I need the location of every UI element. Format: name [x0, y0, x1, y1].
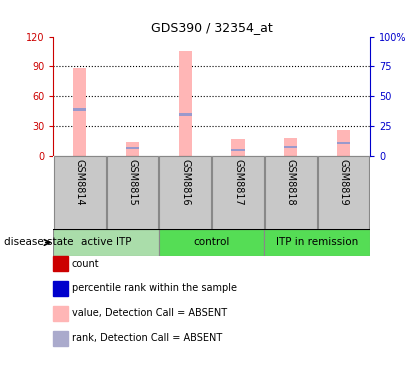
Bar	[337, 142, 350, 143]
Bar	[179, 52, 192, 156]
Text: GSM8818: GSM8818	[286, 159, 296, 206]
Bar	[337, 130, 350, 156]
FancyBboxPatch shape	[265, 156, 316, 229]
Title: GDS390 / 32354_at: GDS390 / 32354_at	[151, 21, 272, 34]
Bar	[126, 147, 139, 149]
FancyBboxPatch shape	[54, 156, 106, 229]
Bar	[179, 113, 192, 116]
Text: control: control	[194, 238, 230, 247]
Text: ITP in remission: ITP in remission	[276, 238, 358, 247]
Text: GSM8819: GSM8819	[339, 159, 349, 206]
Text: GSM8815: GSM8815	[127, 159, 138, 206]
Bar	[231, 139, 245, 156]
Bar	[159, 229, 264, 256]
Text: value, Detection Call = ABSENT: value, Detection Call = ABSENT	[72, 308, 227, 318]
FancyBboxPatch shape	[159, 156, 211, 229]
Text: rank, Detection Call = ABSENT: rank, Detection Call = ABSENT	[72, 333, 222, 343]
Text: count: count	[72, 258, 99, 269]
Bar	[231, 149, 245, 150]
Bar	[264, 229, 370, 256]
FancyBboxPatch shape	[318, 156, 369, 229]
Text: disease state: disease state	[4, 238, 74, 247]
Bar	[284, 146, 298, 147]
Text: GSM8814: GSM8814	[75, 159, 85, 206]
FancyBboxPatch shape	[107, 156, 158, 229]
FancyBboxPatch shape	[212, 156, 264, 229]
Bar	[284, 138, 298, 156]
Text: GSM8817: GSM8817	[233, 159, 243, 206]
Text: percentile rank within the sample: percentile rank within the sample	[72, 283, 237, 294]
Bar	[73, 108, 86, 111]
Bar	[73, 68, 86, 156]
Text: GSM8816: GSM8816	[180, 159, 190, 206]
Bar	[53, 229, 159, 256]
Text: active ITP: active ITP	[81, 238, 132, 247]
Bar	[126, 142, 139, 156]
